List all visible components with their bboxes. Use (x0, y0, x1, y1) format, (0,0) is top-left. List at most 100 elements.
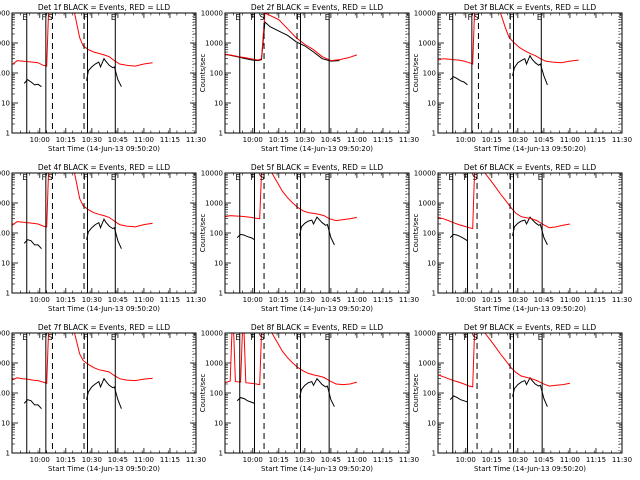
y-tick-label: 10 (1, 420, 10, 428)
interval-marker-label: S (48, 333, 53, 342)
x-axis-label: Start Time (14-Jun-13 09:50:20) (261, 465, 373, 473)
y-axis-label: Counts/sec (199, 374, 207, 413)
lld-series-line (225, 173, 262, 220)
interval-marker-label: S (474, 13, 479, 22)
interval-marker-label: F (250, 333, 254, 342)
x-tick-label: 11:15 (373, 136, 393, 144)
plot-area (438, 13, 620, 133)
x-tick-label: 10:00 (30, 296, 50, 304)
x-axis-label: Start Time (14-Jun-13 09:50:20) (474, 305, 586, 313)
x-tick-label: 11:00 (560, 296, 580, 304)
interval-marker-label: F (509, 13, 513, 22)
y-axis-label: Counts/sec (199, 54, 207, 93)
plot-area (225, 13, 407, 133)
x-tick-label: 10:15 (482, 456, 502, 464)
interval-marker-label: E (111, 13, 116, 22)
x-tick-label: 11:00 (347, 136, 367, 144)
panel-det-5: Counts/sec 1 10 100 1000 10000 10:00 10:15 10:30… (199, 163, 419, 313)
x-tick-label: 10:00 (456, 456, 476, 464)
x-tick-label: 11:00 (134, 456, 154, 464)
y-tick-label: 1000 (418, 200, 436, 208)
events-series-line (86, 377, 122, 409)
y-tick-label: 10000 (0, 10, 10, 18)
x-tick-label: 10:15 (482, 296, 502, 304)
x-tick-label: 10:15 (269, 296, 289, 304)
interval-marker-label: E (235, 173, 240, 182)
x-tick-label: 10:15 (56, 136, 76, 144)
y-tick-label: 1000 (418, 360, 436, 368)
panel-title: Det 6f BLACK = Events, RED = LLD (464, 163, 597, 172)
plot-frame (224, 12, 410, 134)
events-series-line (299, 216, 335, 246)
lld-series-line (484, 173, 570, 229)
plot-area (12, 13, 194, 133)
x-axis-label: Start Time (14-Jun-13 09:50:20) (474, 145, 586, 153)
interval-marker-label: S (260, 333, 265, 342)
lld-series-line (484, 333, 570, 387)
x-tick-label: 11:15 (586, 136, 606, 144)
y-tick-label: 100 (210, 70, 223, 78)
plot-area (438, 173, 620, 293)
x-tick-label: 10:45 (108, 296, 128, 304)
panel-title: Det 3f BLACK = Events, RED = LLD (464, 3, 597, 12)
events-series-line (225, 20, 340, 62)
panel-det-3: Counts/sec 1 10 100 1000 10000 10:00 10:15 10:30… (412, 3, 632, 153)
events-series-line (512, 54, 548, 86)
x-axis-label: Start Time (14-Jun-13 09:50:20) (48, 305, 160, 313)
x-tick-label: 11:00 (560, 136, 580, 144)
x-tick-label: 11:00 (347, 456, 367, 464)
y-tick-label: 100 (423, 230, 436, 238)
panel-title: Det 7f BLACK = Events, RED = LLD (38, 323, 171, 332)
x-tick-label: 10:15 (56, 456, 76, 464)
interval-marker-label: F (463, 333, 467, 342)
events-series-line (86, 217, 122, 249)
interval-marker-label: E (22, 13, 27, 22)
interval-marker-label: F (250, 13, 254, 22)
y-tick-label: 100 (423, 390, 436, 398)
interval-marker-label: F (509, 333, 513, 342)
y-tick-label: 1 (219, 290, 223, 298)
y-tick-label: 1 (6, 130, 10, 138)
interval-marker-label: F (296, 13, 300, 22)
x-tick-label: 10:30 (508, 136, 528, 144)
interval-marker-label: E (111, 173, 116, 182)
interval-marker-label: S (473, 173, 478, 182)
interval-marker-label: E (538, 173, 543, 182)
y-tick-label: 10 (427, 100, 436, 108)
x-tick-label: 10:00 (243, 136, 263, 144)
y-tick-label: 1 (432, 290, 436, 298)
plot-frame (11, 172, 197, 294)
x-tick-label: 10:45 (534, 456, 554, 464)
y-tick-label: 1 (6, 290, 10, 298)
interval-marker-label: E (448, 13, 453, 22)
panel-title: Det 4f BLACK = Events, RED = LLD (38, 163, 171, 172)
plot-frame (224, 332, 410, 454)
x-tick-label: 11:30 (399, 456, 419, 464)
events-series-line (299, 377, 335, 407)
x-tick-label: 11:15 (160, 136, 180, 144)
x-tick-label: 10:30 (295, 136, 315, 144)
y-tick-label: 10000 (201, 10, 223, 18)
x-tick-label: 11:15 (586, 456, 606, 464)
y-tick-label: 10000 (201, 330, 223, 338)
interval-marker-label: E (22, 173, 27, 182)
interval-marker-label: F (42, 13, 46, 22)
y-axis-label: Counts/sec (412, 54, 420, 93)
x-tick-label: 11:00 (347, 296, 367, 304)
panel-det-2: Counts/sec 1 10 100 1000 10000 10:00 10:15 10:30… (199, 3, 419, 153)
x-tick-label: 11:15 (373, 456, 393, 464)
interval-marker-label: E (325, 173, 330, 182)
interval-marker-label: E (537, 13, 542, 22)
y-tick-label: 1 (432, 450, 436, 458)
y-tick-label: 10000 (414, 10, 436, 18)
interval-marker-label: S (473, 333, 478, 342)
y-tick-label: 1000 (0, 200, 10, 208)
x-tick-label: 10:30 (295, 456, 315, 464)
plot-area (12, 333, 194, 453)
plot-frame (437, 12, 623, 134)
y-tick-label: 1 (219, 130, 223, 138)
x-tick-label: 11:30 (186, 136, 206, 144)
interval-marker-label: S (48, 173, 53, 182)
x-tick-label: 11:00 (134, 136, 154, 144)
x-tick-label: 11:00 (134, 296, 154, 304)
